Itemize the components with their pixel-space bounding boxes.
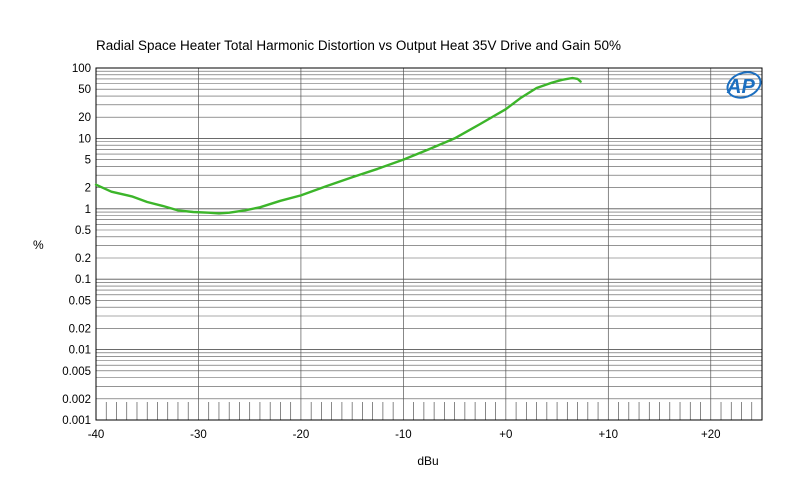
y-tick-label: 0.05 [69, 295, 91, 307]
x-tick-label: -40 [88, 429, 105, 441]
x-tick-label: +20 [701, 429, 721, 441]
series-line [94, 76, 582, 215]
x-tick-label: +10 [599, 429, 619, 441]
y-tick-label: 20 [78, 112, 91, 124]
y-tick-label: 50 [78, 84, 91, 96]
y-tick-label: 100 [72, 63, 91, 75]
x-tick-labels: -40 -30 -20 -10 +0 +10 +20 [88, 429, 721, 441]
y-tick-label: 0.5 [75, 225, 91, 237]
x-tick-label: -30 [190, 429, 207, 441]
y-tick-label: 2 [85, 183, 91, 195]
x-axis-label: dBu [417, 454, 438, 468]
series [94, 76, 582, 215]
ap-logo: AP [726, 71, 762, 99]
x-tick-label: +0 [499, 429, 512, 441]
x-minor-ticks [105, 402, 763, 420]
y-tick-label: 0.2 [75, 253, 91, 265]
ap-logo-text: AP [726, 76, 755, 98]
y-tick-label: 0.005 [62, 366, 91, 378]
y-tick-label: 0.001 [62, 415, 91, 427]
x-tick-label: -20 [293, 429, 310, 441]
y-tick-labels: 100 50 20 10 5 2 1 0.5 0.2 0.1 0.05 0.02 0.01 0.005 0.… [62, 63, 91, 427]
x-tick-label: -10 [395, 429, 412, 441]
chart-title: Radial Space Heater Total Harmonic Disto… [96, 38, 621, 53]
y-axis-label: % [33, 238, 44, 252]
y-tick-label: 10 [78, 133, 91, 145]
y-tick-label: 0.01 [69, 345, 91, 357]
grid [95, 68, 762, 421]
y-tick-label: 0.02 [69, 323, 91, 335]
plot-frame [95, 67, 763, 421]
y-tick-label: 0.1 [75, 274, 91, 286]
y-tick-label: 1 [85, 204, 91, 216]
y-tick-label: 0.002 [62, 394, 91, 406]
y-tick-label: 5 [85, 155, 91, 167]
